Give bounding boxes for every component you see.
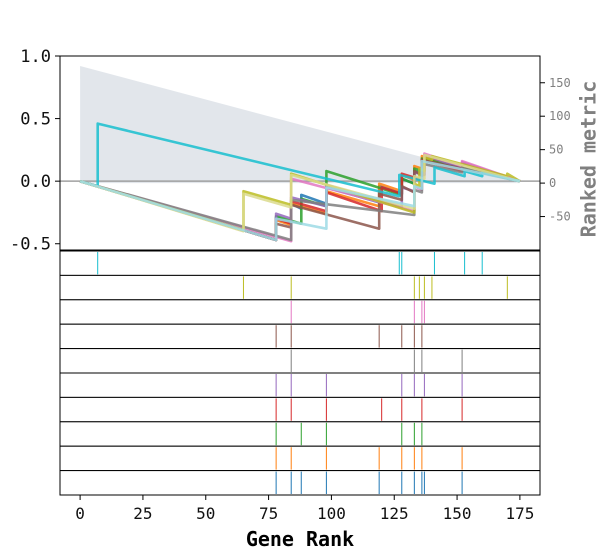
right-tick-label: 50: [549, 143, 563, 157]
x-axis-label: Gene Rank: [246, 527, 354, 550]
hit-row-6: [59, 372, 541, 398]
curve-set-10: [79, 122, 521, 198]
bottom-tick-label: 50: [196, 504, 215, 523]
bottom-tick-label: 75: [259, 504, 278, 523]
bottom-tick-label: 175: [505, 504, 534, 523]
hit-row-9: [59, 445, 541, 472]
curve-set-12: [79, 159, 521, 242]
right-tick-label: 0: [549, 176, 556, 190]
left-tick-label: -0.5: [10, 235, 51, 255]
bottom-tick-label: 25: [133, 504, 152, 523]
right-tick-label: 100: [549, 109, 571, 123]
bottom-tick-label: 0: [75, 504, 85, 523]
hit-row-10: [59, 470, 541, 496]
left-tick-label: 0.5: [20, 110, 51, 130]
hit-row-4: [59, 323, 541, 350]
right-axis: 150 100 50 0 -50: [540, 76, 571, 224]
hit-row-frame: [59, 323, 541, 350]
top-plot-frame: [59, 55, 541, 251]
ranked-metric-area: [80, 66, 520, 184]
left-tick-label: 0.0: [20, 172, 51, 192]
right-tick-label: -50: [549, 210, 571, 224]
hit-row-frame: [59, 445, 541, 472]
right-axis-label: Ranked metric: [577, 81, 600, 238]
hit-row-frame: [59, 299, 541, 325]
enrichment-curves: [79, 122, 521, 243]
hit-row-5: [59, 348, 541, 374]
hit-row-frame: [59, 372, 541, 398]
left-tick-label: 1.0: [20, 47, 51, 67]
hit-row-frame: [59, 396, 541, 423]
hit-row-8: [59, 421, 541, 447]
hit-row-frame: [59, 421, 541, 447]
hit-row-7: [59, 396, 541, 423]
hit-row-3: [59, 299, 541, 325]
bottom-tick-label: 125: [380, 504, 409, 523]
ranked-metric-layer: [80, 66, 520, 184]
bottom-axis: 0 25 50 75 100 125 150 175: [75, 495, 534, 523]
hit-row-frame: [59, 470, 541, 496]
hit-row-1: [59, 250, 541, 276]
hit-row-frame: [59, 348, 541, 374]
hit-row-2: [59, 274, 541, 301]
bottom-tick-label: 150: [443, 504, 472, 523]
left-axis: 1.0 0.5 0.0 -0.5: [10, 47, 60, 255]
bottom-tick-label: 100: [317, 504, 346, 523]
hit-row-frame: [59, 274, 541, 301]
hit-rows: [59, 250, 541, 496]
right-tick-label: 150: [549, 76, 571, 90]
hit-row-frame: [59, 250, 541, 276]
